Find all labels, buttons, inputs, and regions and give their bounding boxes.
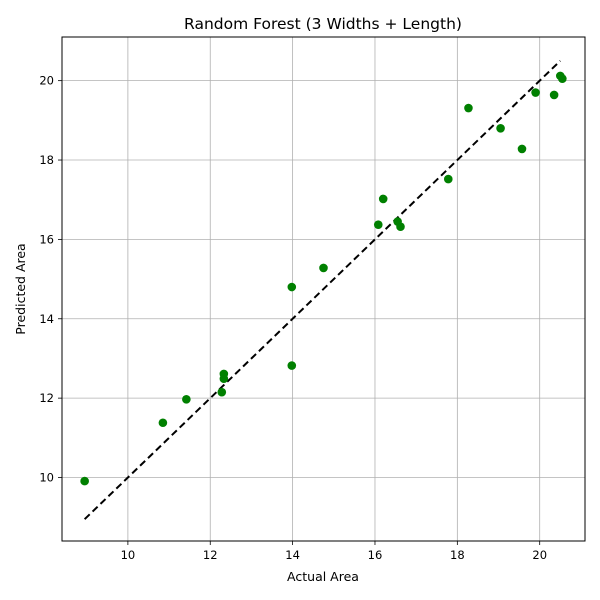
- x-tick-label: 18: [450, 548, 465, 562]
- y-tick-label: 10: [39, 471, 54, 485]
- y-axis-ticks: 10 12 14 16 18 20: [39, 74, 62, 485]
- data-point: [217, 387, 227, 397]
- grid: [62, 37, 585, 541]
- data-point: [531, 88, 540, 97]
- x-axis-ticks: 10 12 14 16 18 20: [121, 541, 547, 562]
- data-point: [287, 361, 297, 370]
- data-point: [378, 194, 388, 204]
- y-axis-label: Predicted Area: [13, 243, 28, 334]
- y-tick-label: 20: [39, 74, 54, 88]
- reference-line-group: [83, 60, 561, 520]
- data-point: [464, 103, 473, 113]
- y-tick-label: 14: [39, 312, 54, 326]
- data-point: [549, 90, 559, 100]
- data-points: [80, 71, 567, 486]
- data-point: [443, 174, 453, 184]
- data-point: [80, 476, 89, 486]
- data-point: [496, 123, 505, 133]
- y-tick-label: 18: [39, 153, 54, 167]
- x-tick-label: 14: [285, 548, 300, 562]
- chart-title: Random Forest (3 Widths + Length): [184, 15, 462, 33]
- data-point: [287, 282, 297, 292]
- data-point: [319, 263, 328, 273]
- data-point: [558, 74, 567, 83]
- ideal-fit-line: [83, 60, 561, 520]
- x-axis-label: Actual Area: [287, 569, 359, 584]
- plot-frame: [61, 36, 586, 542]
- data-point: [373, 220, 383, 230]
- data-point: [396, 222, 405, 231]
- x-tick-label: 12: [203, 548, 218, 562]
- data-point: [158, 418, 168, 428]
- y-tick-label: 16: [39, 232, 54, 246]
- x-tick-label: 20: [532, 548, 547, 562]
- x-tick-label: 16: [368, 548, 383, 562]
- y-tick-label: 12: [39, 391, 54, 405]
- data-point: [517, 144, 527, 154]
- data-point: [219, 369, 229, 379]
- data-point: [182, 395, 191, 404]
- x-tick-label: 10: [121, 548, 136, 562]
